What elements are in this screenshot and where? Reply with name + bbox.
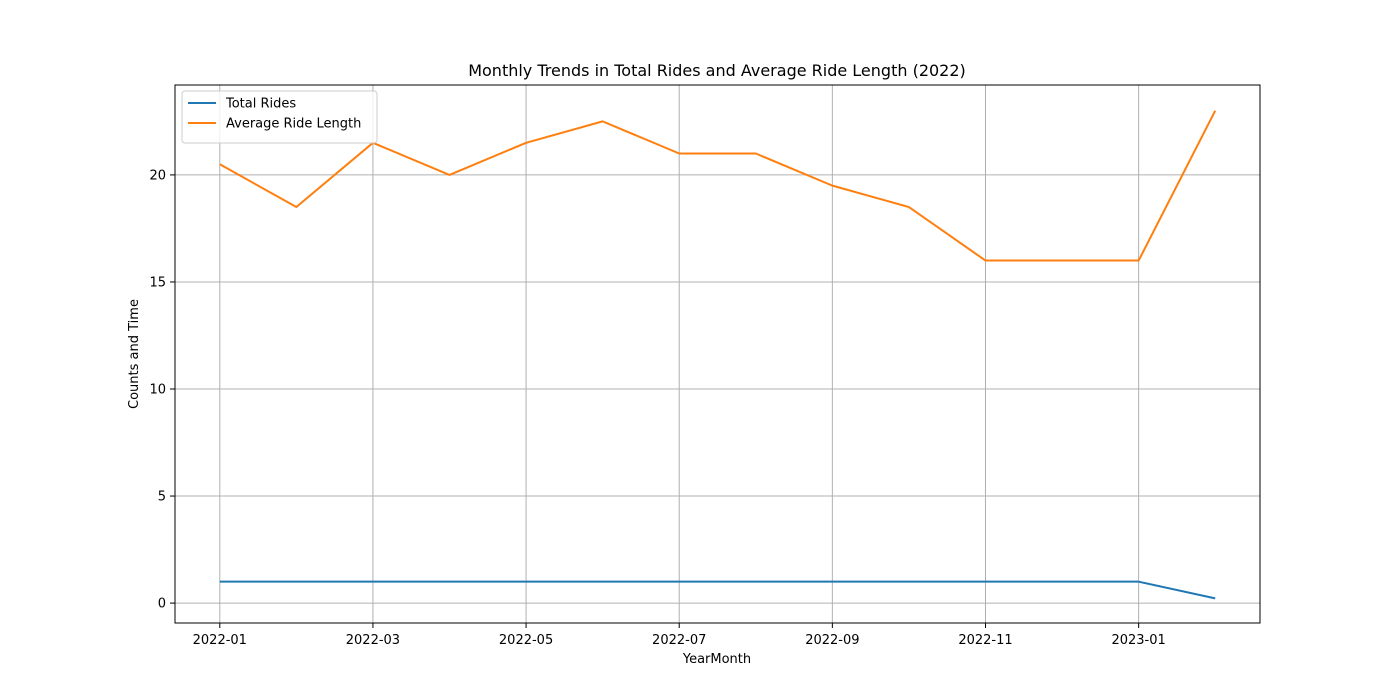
x-tick-label: 2023-01 — [1111, 633, 1165, 648]
series-line-1 — [219, 580, 1216, 600]
plot-area-frame — [174, 84, 1261, 624]
x-tick-label: 2022-09 — [805, 633, 859, 648]
x-tick-label: 2022-07 — [652, 633, 706, 648]
series-line-2 — [219, 110, 1217, 262]
y-tick-label: 5 — [158, 490, 166, 505]
x-tick-label: 2022-11 — [958, 633, 1012, 648]
legend: Total Rides Average Ride Length — [181, 90, 378, 144]
x-tick-label: 2022-05 — [499, 633, 553, 648]
x-axis-ticks: 2022-01 2022-03 2022-05 2022-07 2022-09 2022-… — [193, 623, 1166, 648]
x-axis-label: YearMonth — [682, 652, 751, 667]
y-tick-label: 15 — [149, 275, 166, 290]
y-tick-label: 10 — [149, 383, 166, 398]
x-tick-label: 2022-03 — [346, 633, 400, 648]
series-lines — [219, 110, 1217, 600]
y-tick-label: 20 — [149, 168, 166, 183]
chart-title: Monthly Trends in Total Rides and Averag… — [468, 61, 966, 80]
grid-lines — [175, 85, 1260, 623]
y-axis-label: Counts and Time — [127, 299, 142, 409]
legend-label: Average Ride Length — [226, 117, 361, 132]
legend-box — [181, 90, 378, 144]
y-axis-ticks: 0 5 10 15 20 — [149, 168, 175, 612]
legend-label: Total Rides — [225, 97, 296, 112]
x-tick-label: 2022-01 — [193, 633, 247, 648]
y-tick-label: 0 — [158, 597, 166, 612]
